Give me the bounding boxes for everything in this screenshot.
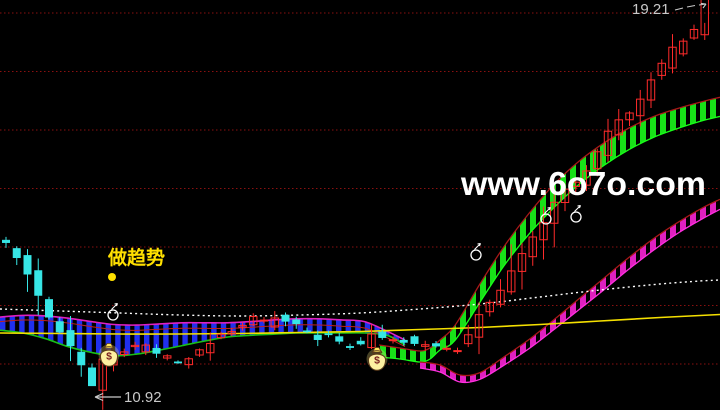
svg-text:19.21: 19.21 [632,1,670,18]
svg-text:$: $ [374,356,380,367]
svg-text:做趋势: 做趋势 [107,246,165,269]
svg-text:10.92: 10.92 [124,389,162,406]
svg-text:www.6o7o.com: www.6o7o.com [460,165,706,202]
svg-text:$: $ [106,352,112,363]
